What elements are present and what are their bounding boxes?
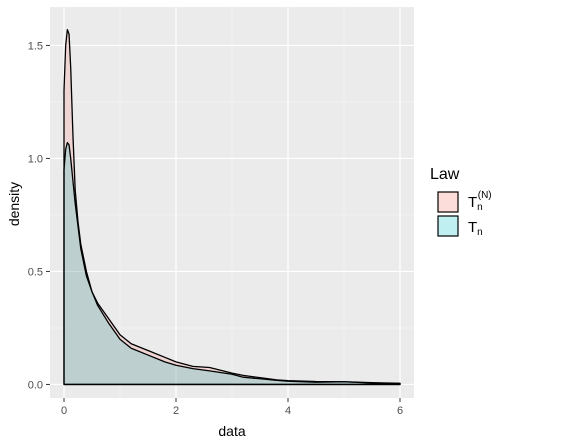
y-tick-label: 1.0 bbox=[28, 153, 43, 165]
y-tick-label: 0.0 bbox=[28, 379, 43, 391]
legend-title: Law bbox=[430, 166, 460, 183]
y-tick-label: 1.5 bbox=[28, 40, 43, 52]
legend-label-tn-main: T bbox=[468, 219, 477, 236]
x-tick-label: 0 bbox=[61, 405, 67, 417]
x-tick-label: 6 bbox=[397, 405, 403, 417]
density-area-tn bbox=[63, 141, 401, 386]
y-axis: 0.0 0.5 1.0 1.5 bbox=[28, 40, 50, 391]
legend-key-tn bbox=[437, 215, 459, 237]
x-axis-title: data bbox=[218, 423, 245, 439]
x-tick-label: 4 bbox=[285, 405, 291, 417]
x-tick-label: 2 bbox=[173, 405, 179, 417]
legend-label-tn-n-main: T bbox=[468, 194, 477, 211]
legend-label-tn-n: Tn(N) bbox=[468, 190, 492, 213]
density-area-tn-n bbox=[63, 28, 401, 386]
legend-label-tn-n-sub: n bbox=[477, 202, 483, 213]
y-tick-label: 0.5 bbox=[28, 266, 43, 278]
y-axis-title: density bbox=[6, 182, 22, 226]
legend-label-tn-n-sup: (N) bbox=[478, 190, 492, 201]
x-axis: 0 2 4 6 bbox=[61, 398, 403, 417]
legend-label-tn-sub: n bbox=[477, 227, 483, 238]
legend: Law Tn(N) Tn bbox=[430, 166, 492, 238]
plot-panel bbox=[50, 7, 414, 398]
legend-label-tn: Tn bbox=[468, 219, 483, 238]
legend-key-tn-n bbox=[437, 191, 459, 213]
